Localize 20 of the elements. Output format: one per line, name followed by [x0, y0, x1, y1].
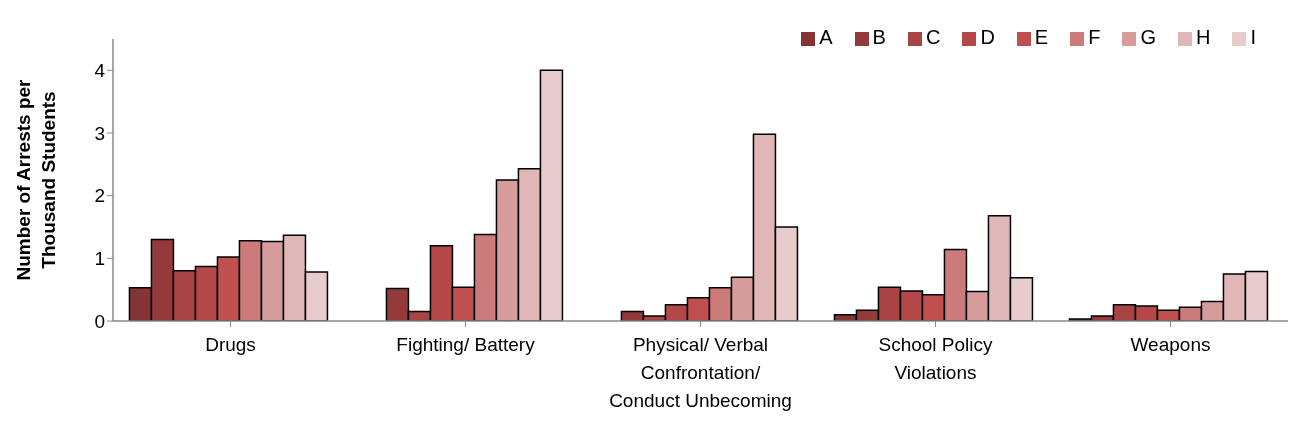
legend-label: B — [872, 26, 886, 48]
legend-label: A — [819, 26, 833, 48]
x-tick-label: Physical/ Verbal Confrontation/ Conduct Unbecoming — [609, 334, 792, 411]
legend-label: G — [1140, 26, 1156, 48]
y-tick-label: 1 — [94, 248, 105, 270]
legend-label: C — [925, 26, 941, 48]
x-tick-label: Weapons — [1130, 334, 1211, 355]
y-tick-label: 2 — [94, 185, 105, 207]
y-tick-label: 4 — [94, 60, 106, 82]
y-tick-label: 0 — [94, 310, 105, 332]
legend-label: E — [1034, 26, 1049, 48]
legend-label: H — [1195, 26, 1211, 48]
x-tick-label: School Policy Violations — [878, 334, 994, 383]
legend-label: D — [980, 26, 995, 48]
y-tick-label: 3 — [94, 122, 105, 144]
y-axis-title: Number of Arrests per Thousand Students — [13, 78, 59, 281]
legend-label: I — [1250, 26, 1256, 48]
x-tick-label: Drugs — [205, 334, 256, 355]
x-tick-label: Fighting/ Battery — [396, 334, 536, 355]
legend-label: F — [1088, 26, 1101, 48]
